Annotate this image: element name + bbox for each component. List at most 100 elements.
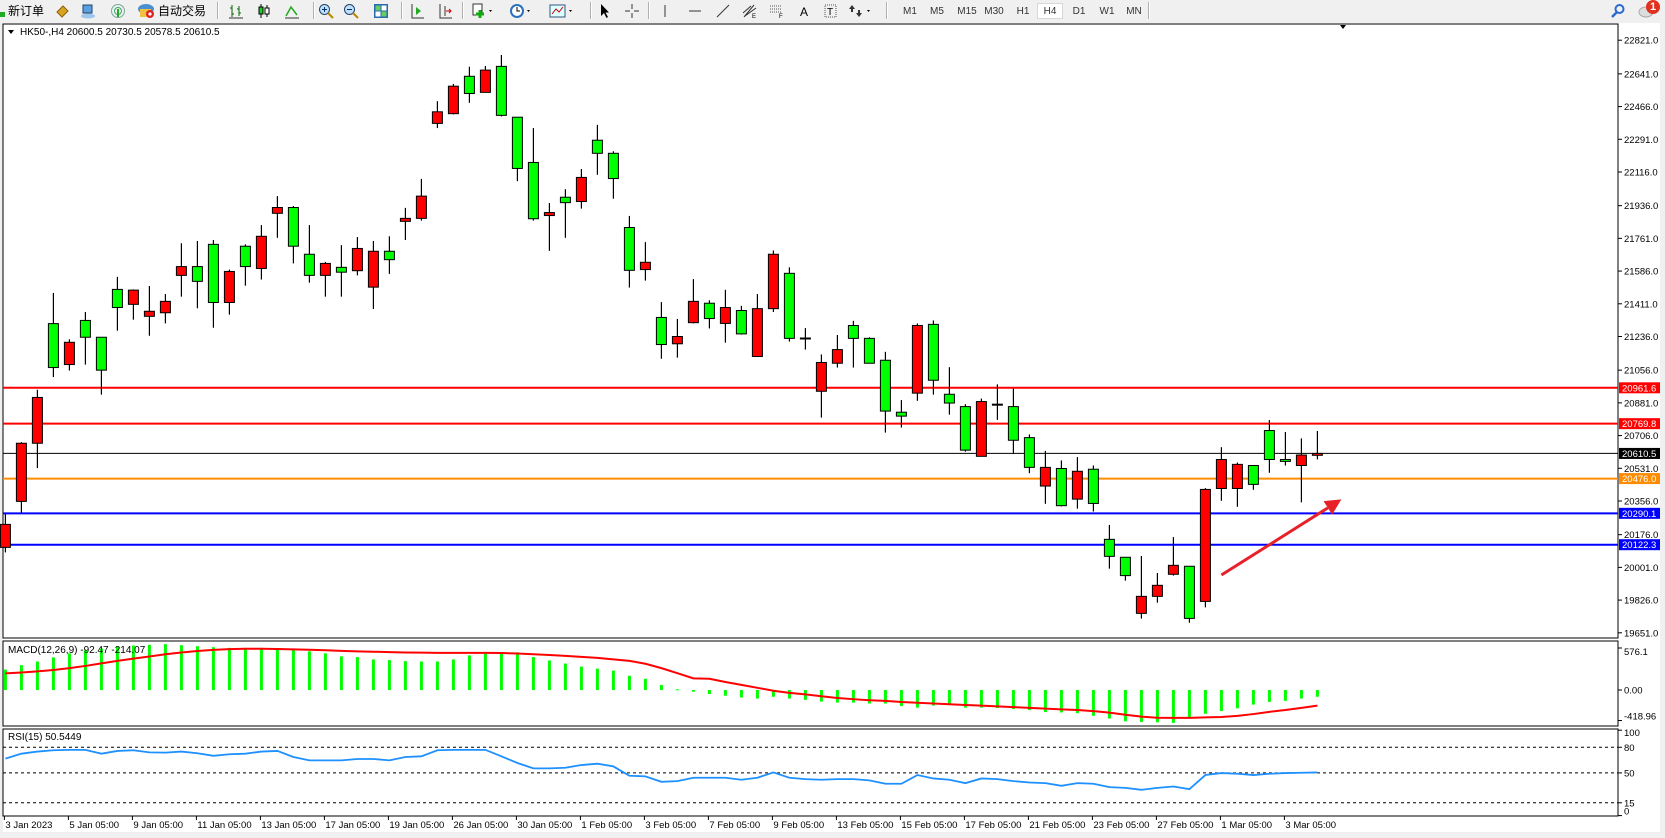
- candle[interactable]: [927, 320, 939, 395]
- candle[interactable]: [1023, 434, 1035, 474]
- candlestick-button[interactable]: [256, 2, 272, 19]
- candle[interactable]: [207, 240, 219, 328]
- candle[interactable]: [431, 101, 443, 129]
- horizontal-line-button[interactable]: [687, 2, 703, 19]
- candle[interactable]: [655, 302, 667, 359]
- candle[interactable]: [815, 354, 827, 418]
- candle[interactable]: [79, 312, 91, 365]
- text-button[interactable]: A: [799, 2, 811, 19]
- candle[interactable]: [799, 328, 811, 350]
- fibo-fan-button[interactable]: F: [769, 2, 785, 19]
- candle[interactable]: [863, 337, 875, 364]
- timeframe-mn[interactable]: MN: [1126, 5, 1142, 17]
- candle[interactable]: [511, 116, 523, 182]
- candle[interactable]: [111, 276, 123, 331]
- chart-menu-triangle-icon[interactable]: [8, 30, 14, 34]
- navigator-button[interactable]: [80, 2, 96, 19]
- timeframe-m30[interactable]: M30: [984, 5, 1004, 17]
- rsi-panel[interactable]: 100 80 50 150: [2, 728, 1640, 818]
- crosshair-button[interactable]: [624, 2, 640, 19]
- candle[interactable]: [639, 242, 651, 281]
- candle[interactable]: [1103, 524, 1115, 569]
- candle[interactable]: [127, 289, 139, 320]
- arrows-button[interactable]: [848, 2, 874, 19]
- candle[interactable]: [767, 250, 779, 313]
- zoom-in-button[interactable]: [318, 2, 334, 19]
- candle[interactable]: [1231, 462, 1243, 507]
- cursor-button[interactable]: [597, 2, 613, 19]
- zoom-out-button[interactable]: [343, 2, 359, 19]
- candle[interactable]: [671, 318, 683, 358]
- auto-scroll-button[interactable]: [437, 2, 453, 19]
- candle[interactable]: [975, 398, 987, 457]
- chart-window[interactable]: 22821.0 22641.0 22466.0 22291.0 22116.0 21936…: [0, 21, 1665, 838]
- line-chart-button[interactable]: [284, 2, 300, 19]
- candle[interactable]: [1311, 431, 1323, 460]
- candle[interactable]: [1279, 432, 1291, 466]
- candle[interactable]: [1007, 388, 1019, 455]
- candle[interactable]: [943, 367, 955, 415]
- candle[interactable]: [991, 384, 1003, 420]
- timeframe-m5[interactable]: M5: [930, 5, 944, 17]
- templates-button[interactable]: [549, 2, 575, 19]
- bar-chart-button[interactable]: [228, 2, 244, 19]
- candle[interactable]: [687, 279, 699, 324]
- candle[interactable]: [143, 286, 155, 336]
- candle[interactable]: [1215, 447, 1227, 501]
- search-button[interactable]: [1610, 2, 1626, 19]
- candle[interactable]: [1167, 537, 1179, 576]
- candle[interactable]: [1151, 572, 1163, 603]
- auto-trading-button[interactable]: 自动交易: [137, 2, 206, 19]
- candle[interactable]: [15, 442, 27, 513]
- candle[interactable]: [175, 243, 187, 297]
- candle[interactable]: [319, 261, 331, 297]
- chart-shift-marker-icon[interactable]: [1340, 25, 1346, 29]
- timeframe-w1[interactable]: W1: [1099, 5, 1115, 17]
- timeframe-m1[interactable]: M1: [903, 5, 917, 17]
- candle[interactable]: [623, 215, 635, 288]
- periods-button[interactable]: [509, 2, 533, 19]
- candle[interactable]: [751, 294, 763, 358]
- timeframe-h1[interactable]: H1: [1016, 5, 1030, 17]
- macd-panel[interactable]: 576.1 0.00 -418.96: [2, 640, 1656, 727]
- candle[interactable]: [703, 300, 715, 329]
- candle[interactable]: [1039, 450, 1051, 504]
- candle[interactable]: [303, 225, 315, 283]
- price-panel[interactable]: 22821.0 22641.0 22466.0 22291.0 22116.0 21936…: [0, 23, 1660, 639]
- candle[interactable]: [159, 294, 171, 324]
- trend-arrow[interactable]: [1220, 506, 1329, 577]
- candle[interactable]: [847, 320, 859, 368]
- candle[interactable]: [191, 240, 203, 309]
- candle[interactable]: [271, 196, 283, 238]
- notifications-button[interactable]: 1: [1638, 0, 1662, 17]
- candle[interactable]: [1119, 556, 1131, 581]
- trendline-button[interactable]: [715, 2, 731, 19]
- candle[interactable]: [239, 244, 251, 286]
- candle[interactable]: [1183, 565, 1195, 623]
- candle[interactable]: [1247, 464, 1259, 490]
- candle[interactable]: [223, 269, 235, 315]
- candle[interactable]: [527, 128, 539, 221]
- candle[interactable]: [255, 225, 267, 280]
- candle[interactable]: [447, 83, 459, 115]
- tile-windows-button[interactable]: [373, 2, 389, 19]
- new-order-button[interactable]: 新订单: [0, 2, 44, 19]
- candle[interactable]: [383, 236, 395, 274]
- candle[interactable]: [559, 189, 571, 238]
- chart-shift-button[interactable]: [409, 2, 425, 19]
- candle[interactable]: [0, 514, 11, 553]
- candle[interactable]: [1295, 438, 1307, 503]
- candle[interactable]: [1199, 488, 1211, 608]
- candle[interactable]: [367, 240, 379, 310]
- candle[interactable]: [415, 178, 427, 221]
- candle[interactable]: [831, 335, 843, 368]
- candle[interactable]: [543, 203, 555, 251]
- candle[interactable]: [1263, 420, 1275, 473]
- candle[interactable]: [911, 323, 923, 401]
- candle[interactable]: [575, 169, 587, 209]
- candle[interactable]: [1071, 457, 1083, 509]
- candle[interactable]: [719, 289, 731, 343]
- candle[interactable]: [463, 66, 475, 103]
- candle[interactable]: [335, 245, 347, 297]
- vertical-line-button[interactable]: [660, 2, 670, 19]
